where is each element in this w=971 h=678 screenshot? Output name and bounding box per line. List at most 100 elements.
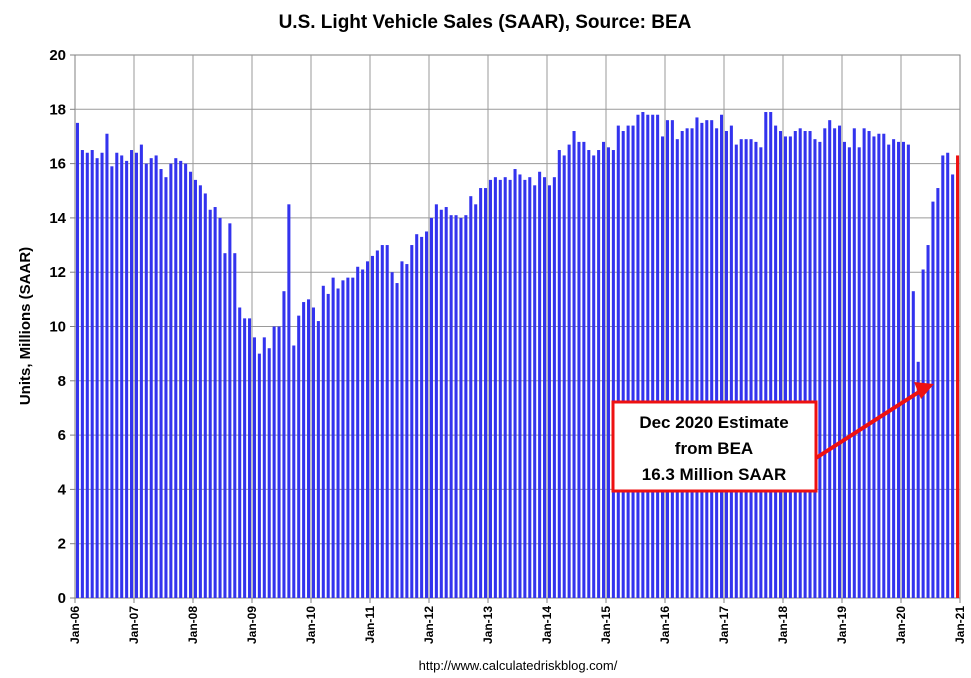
bar [651, 114, 655, 598]
bar [346, 277, 350, 598]
bar [75, 122, 79, 599]
bar [602, 141, 606, 598]
bar [469, 196, 473, 598]
annotation-arrow-line [814, 388, 924, 460]
bar [921, 269, 925, 598]
bar [897, 141, 901, 598]
bar [744, 139, 748, 599]
bar [577, 141, 581, 598]
bar-series [75, 112, 960, 599]
y-tick-label: 8 [58, 373, 66, 390]
bar [420, 236, 424, 598]
bar [311, 307, 315, 598]
bar [592, 155, 596, 598]
source-url: http://www.calculatedriskblog.com/ [419, 658, 618, 673]
y-tick-label: 6 [58, 427, 66, 444]
bar [582, 141, 586, 598]
bar [385, 245, 389, 599]
y-tick-label: 14 [49, 210, 66, 227]
x-tick-label: Jan-12 [422, 606, 436, 644]
bar [916, 361, 920, 598]
bar [493, 177, 497, 598]
bar [110, 166, 114, 598]
bar [356, 266, 360, 598]
bar [203, 193, 207, 598]
bar [189, 171, 193, 598]
bar [759, 147, 763, 598]
y-tick-label: 2 [58, 536, 66, 553]
bar [297, 315, 301, 598]
bar [572, 131, 576, 598]
bar [951, 174, 955, 598]
bar [941, 155, 945, 598]
x-axis: Jan-06 Jan-07 Jan-08 Jan-09 Jan-10 Jan-11 Jan-… [68, 598, 967, 644]
bar [474, 204, 478, 598]
bar [243, 318, 247, 598]
x-tick-label: Jan-10 [304, 606, 318, 644]
bar [193, 179, 197, 598]
x-tick-label: Jan-09 [245, 606, 259, 644]
bar [336, 288, 340, 598]
bar [936, 188, 940, 599]
x-tick-label: Jan-15 [599, 606, 613, 644]
bar [316, 321, 320, 598]
bar [267, 348, 271, 598]
bar [680, 131, 684, 598]
bar [233, 253, 237, 598]
bar [626, 125, 630, 598]
bar [484, 188, 488, 599]
bar [739, 139, 743, 599]
bar [547, 185, 551, 598]
bar [764, 112, 768, 599]
bar [154, 155, 158, 598]
bar [882, 133, 886, 599]
bar [665, 120, 669, 598]
bar [523, 179, 527, 598]
bar [862, 128, 866, 598]
bar [415, 234, 419, 598]
annotation-line-1: Dec 2020 Estimate [639, 413, 788, 432]
bar [749, 139, 753, 599]
bar [498, 179, 502, 598]
bar [828, 120, 832, 598]
x-tick-label: Jan-17 [717, 606, 731, 644]
x-tick-label: Jan-20 [894, 606, 908, 644]
bar [184, 163, 188, 598]
y-tick-label: 12 [49, 264, 66, 281]
x-tick-label: Jan-21 [953, 606, 967, 644]
bar [631, 125, 635, 598]
bar [808, 131, 812, 598]
chart-title: U.S. Light Vehicle Sales (SAAR), Source:… [279, 12, 692, 33]
bar [616, 125, 620, 598]
bar [321, 285, 325, 598]
bar [769, 112, 773, 599]
annotation: Dec 2020 Estimate from BEA 16.3 Million … [611, 382, 934, 493]
bar [823, 128, 827, 598]
bar [803, 131, 807, 598]
bar [429, 217, 433, 598]
y-tick-label: 18 [49, 101, 66, 118]
bar [656, 114, 660, 598]
bar [248, 318, 252, 598]
bar-highlight [956, 155, 960, 598]
bar [720, 114, 724, 598]
bar [370, 255, 374, 598]
bar [395, 283, 399, 598]
bar [405, 264, 409, 598]
bar [754, 141, 758, 598]
bar [508, 179, 512, 598]
bar [611, 150, 615, 598]
bar [636, 114, 640, 598]
bar [901, 141, 905, 598]
bar [857, 147, 861, 598]
bar [105, 133, 109, 599]
bar [562, 155, 566, 598]
bar [606, 147, 610, 598]
bar [538, 171, 542, 598]
bar [341, 280, 345, 598]
bar [518, 174, 522, 598]
bar [503, 177, 507, 598]
bar [557, 150, 561, 598]
grid-lines [75, 55, 960, 598]
